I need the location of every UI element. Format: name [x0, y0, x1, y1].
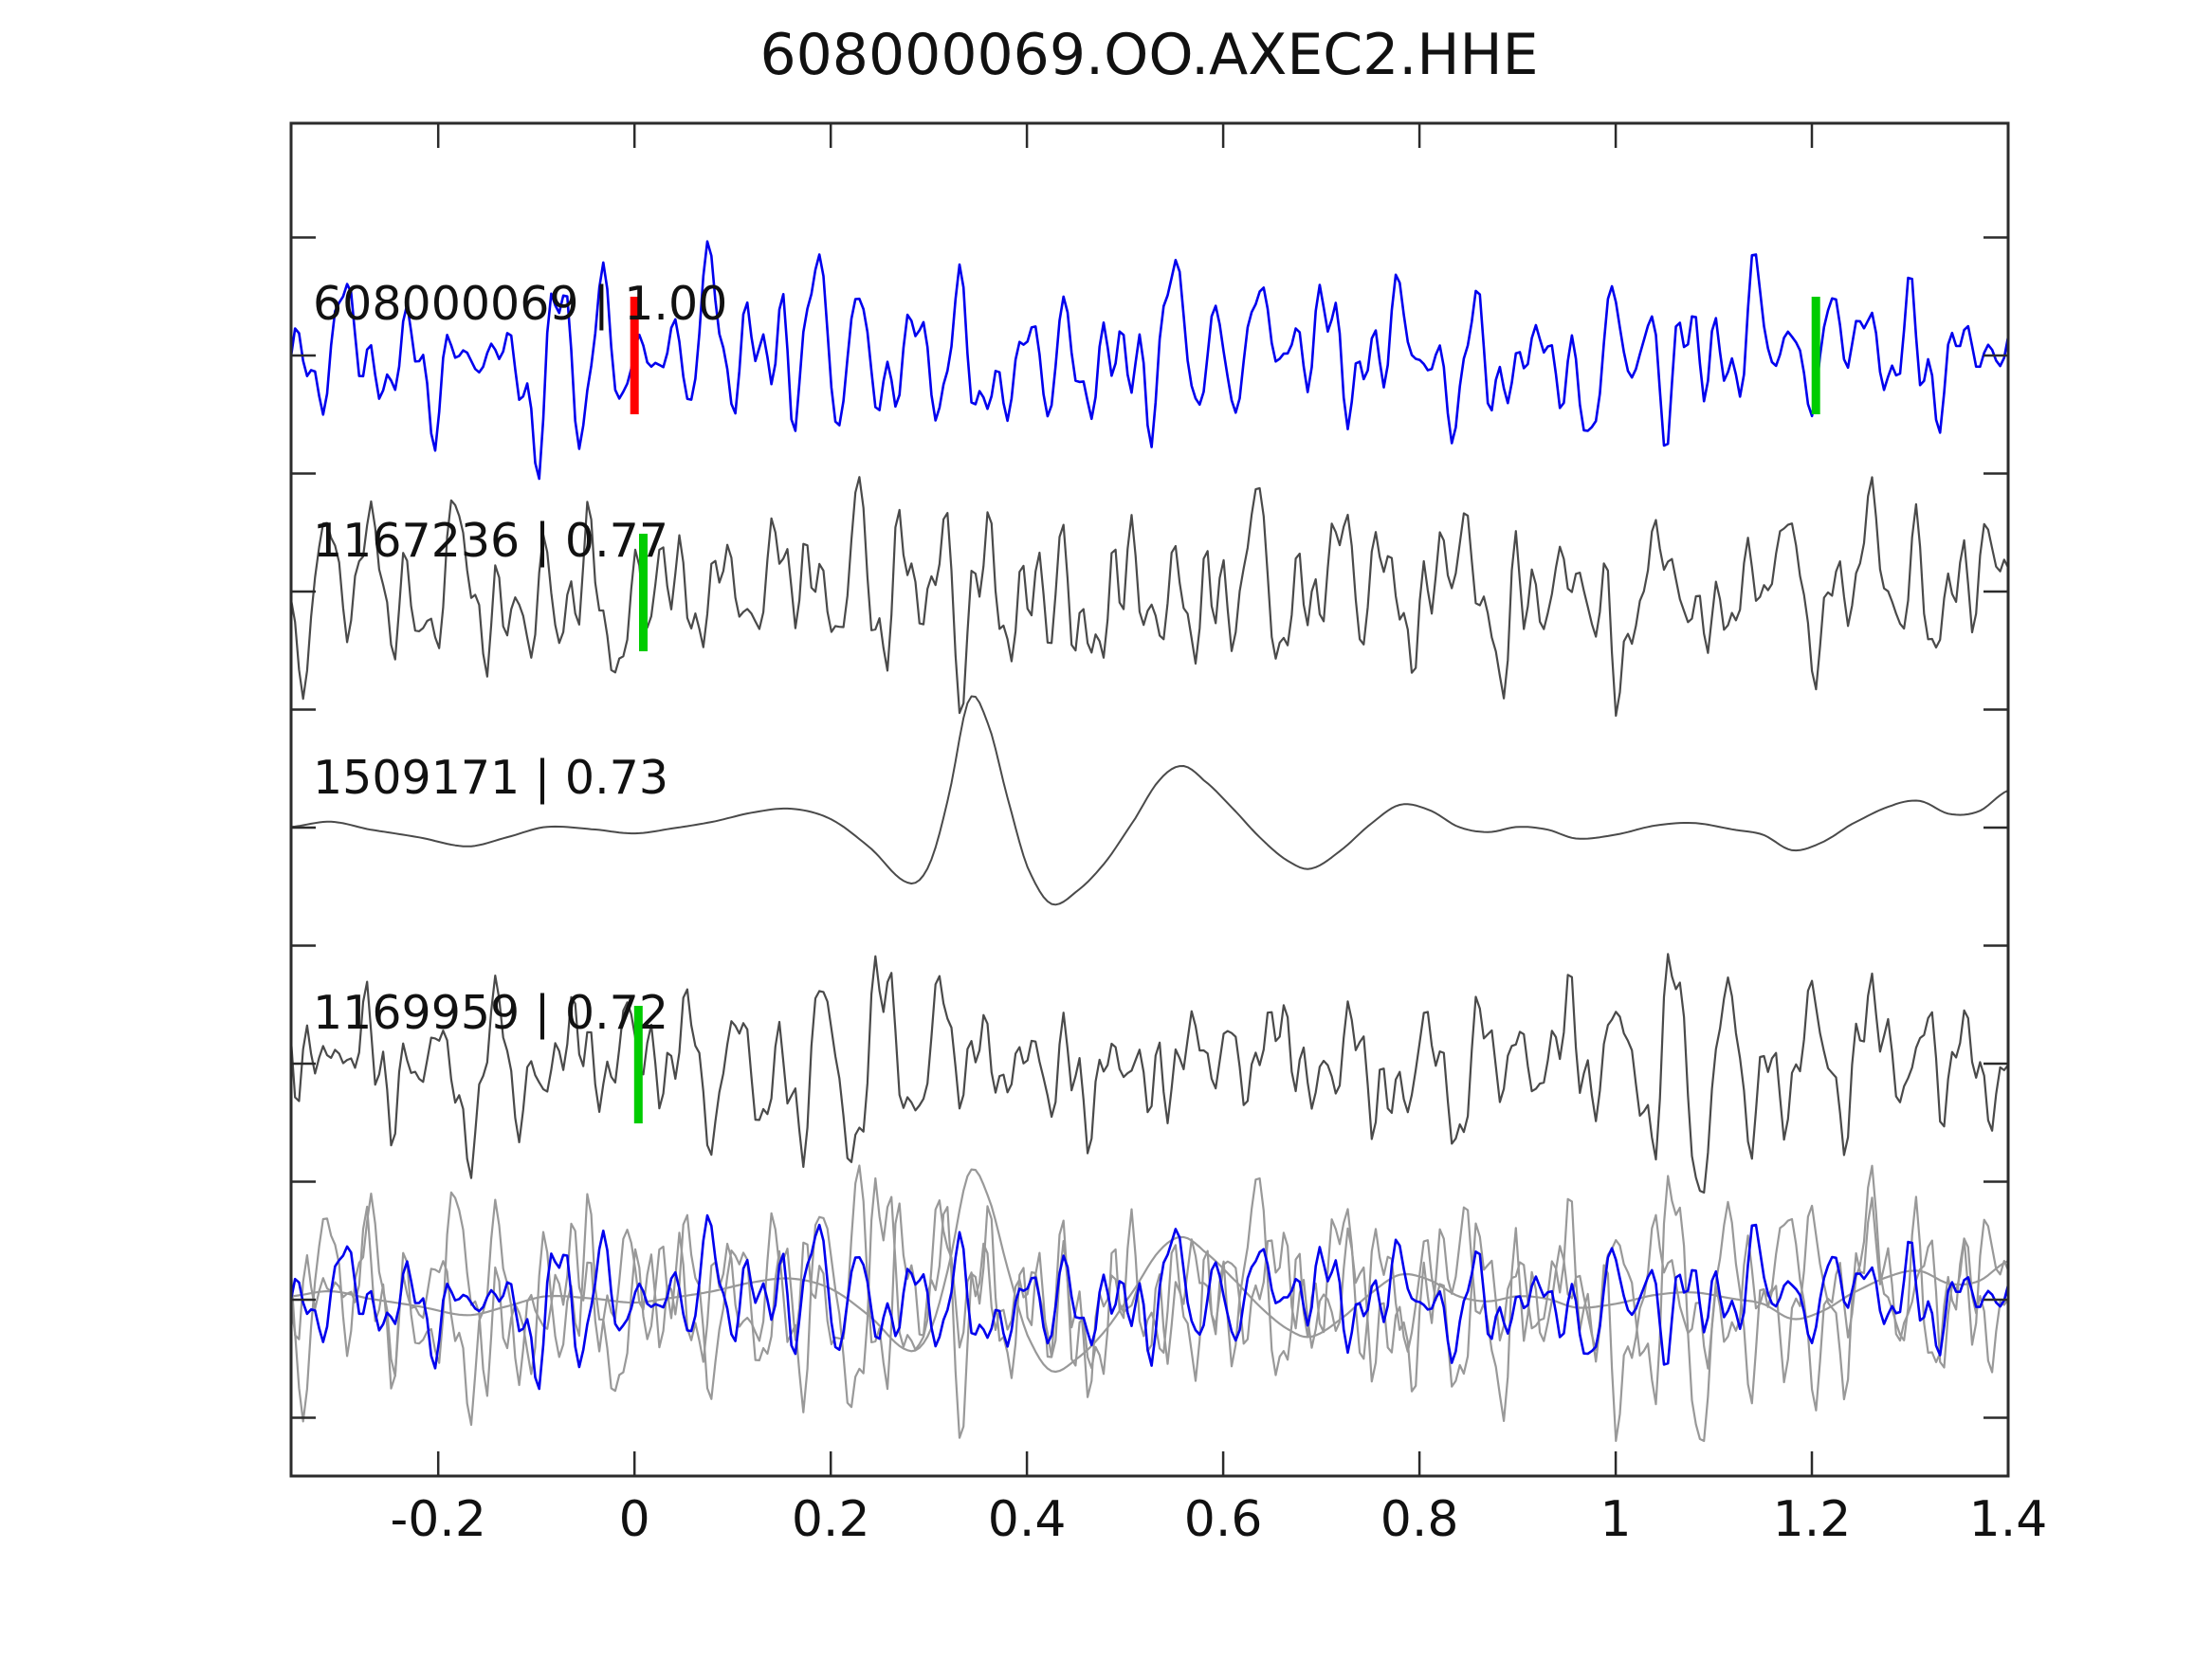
- x-tick-label: 1: [1600, 1491, 1632, 1548]
- pick-marker-green-1169959: [633, 1006, 643, 1123]
- pick-marker-red-608000069: [630, 297, 639, 414]
- x-tick-label: 1.4: [1969, 1491, 2048, 1548]
- x-tick-label: 0.8: [1380, 1491, 1459, 1548]
- pick-marker-green-608000069: [1811, 297, 1820, 414]
- trace-label-template-3: 1169959 | 0.72: [313, 986, 668, 1040]
- trace-1167236-waveform: [291, 476, 2008, 718]
- x-tick-label: 0.2: [792, 1491, 870, 1548]
- trace-1509171-waveform: [291, 695, 2008, 906]
- trace-label-template-1: 1167236 | 0.77: [313, 514, 668, 568]
- trace-label-target: 608000069 | 1.00: [313, 277, 727, 331]
- pick-marker-green-1167236: [639, 534, 648, 651]
- trace-1169959-waveform: [291, 953, 2008, 1194]
- x-tick-labels: -0.2 0 0.2 0.4 0.6 0.8 1 1.2 1.4: [390, 1491, 2047, 1548]
- overlay-1509171-waveform: [291, 1168, 2008, 1374]
- trace-lines: [291, 240, 2008, 1443]
- x-tick-label: 0.6: [1184, 1491, 1263, 1548]
- trace-label-template-2: 1509171 | 0.73: [313, 751, 668, 805]
- plot-frame: [289, 121, 2010, 1478]
- x-tick-label: 0.4: [988, 1491, 1067, 1548]
- overlay-1169959-waveform: [291, 1175, 2008, 1443]
- x-tick-label: 0: [619, 1491, 650, 1548]
- figure-title: 608000069.OO.AXEC2.HHE: [759, 22, 1538, 88]
- x-tick-label: 1.2: [1773, 1491, 1852, 1548]
- x-tick-label: -0.2: [390, 1491, 485, 1548]
- overlay-1167236-waveform: [291, 1164, 2008, 1443]
- pick-markers: [630, 297, 1820, 1123]
- trace-608000069-waveform: [291, 240, 2008, 481]
- trace-labels: 608000069 | 1.00 1167236 | 0.77 1509171 …: [313, 277, 727, 1040]
- overlay-608000069-waveform: [291, 1213, 2008, 1391]
